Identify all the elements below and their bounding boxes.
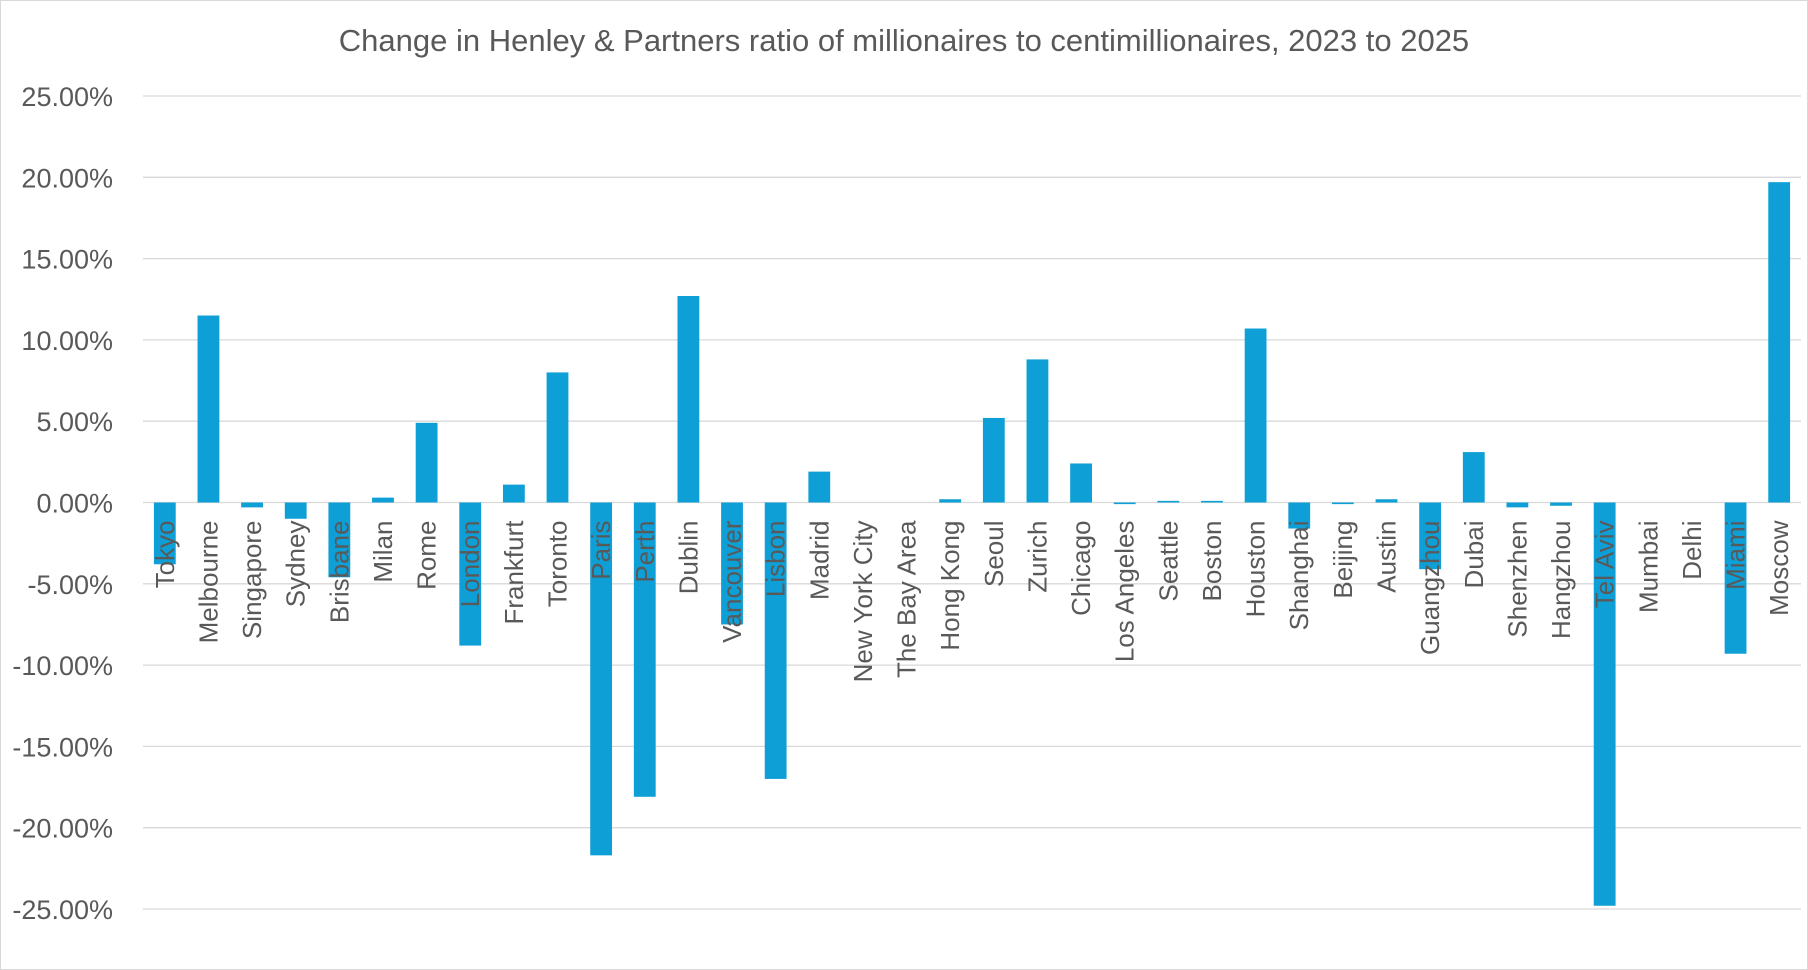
x-tick-label: Seattle xyxy=(1153,521,1183,602)
x-tick-label: Miami xyxy=(1721,521,1751,590)
x-tick-label: New York City xyxy=(848,521,878,683)
x-tick-label: Madrid xyxy=(804,521,834,600)
bar-london xyxy=(459,502,482,646)
x-tick-label: Hangzhou xyxy=(1546,521,1576,640)
bar-miami xyxy=(1724,502,1747,654)
bar-chicago xyxy=(1070,463,1092,503)
bar-brisbane xyxy=(328,502,351,578)
x-tick-label: Paris xyxy=(586,521,616,580)
bar-dubai xyxy=(1462,452,1485,503)
y-tick-label: -15.00% xyxy=(12,732,113,762)
x-tick-label: Boston xyxy=(1197,521,1227,602)
x-tick-label: Austin xyxy=(1372,521,1402,593)
x-tick-label: Los Angeles xyxy=(1110,521,1140,663)
x-tick-label: Zurich xyxy=(1022,521,1052,593)
x-tick-label: Houston xyxy=(1241,521,1271,618)
x-tick-label: Tel Aviv xyxy=(1590,521,1620,609)
x-tick-label: Melbourne xyxy=(193,521,223,644)
x-tick-label: London xyxy=(455,521,485,608)
bar-shenzhen xyxy=(1506,502,1529,508)
bar-paris xyxy=(590,502,613,856)
bar-beijing xyxy=(1331,502,1354,505)
x-axis-category-labels: Tokyo Melbourne Singapore Sydney Brisbane Mil… xyxy=(150,520,1794,683)
bar-shanghai xyxy=(1288,502,1311,529)
chart-title: Change in Henley & Partners ratio of mil… xyxy=(339,23,1469,58)
x-tick-label: Tokyo xyxy=(150,521,180,589)
y-tick-label: -20.00% xyxy=(12,814,113,844)
bar-tokyo xyxy=(153,502,176,565)
bar-guangzhou xyxy=(1419,502,1442,570)
x-tick-label: Shenzhen xyxy=(1502,521,1532,638)
bar-austin xyxy=(1375,499,1398,503)
x-tick-label: Delhi xyxy=(1677,521,1707,580)
x-tick-label: Chicago xyxy=(1066,521,1096,616)
bar-seattle xyxy=(1157,500,1180,503)
y-tick-label: -5.00% xyxy=(27,570,113,600)
y-tick-label: 15.00% xyxy=(21,245,113,275)
y-tick-label: 25.00% xyxy=(21,82,113,112)
x-tick-label: Dubai xyxy=(1459,521,1489,589)
bar-dublin xyxy=(677,295,700,503)
bars xyxy=(153,182,1791,906)
x-tick-label: Mumbai xyxy=(1633,521,1663,613)
y-tick-label: -10.00% xyxy=(12,651,113,681)
bar-vancouver xyxy=(721,502,743,625)
y-tick-label: 5.00% xyxy=(36,407,113,437)
bar-seoul xyxy=(982,417,1005,503)
x-tick-label: Hong Kong xyxy=(935,521,965,651)
x-tick-label: The Bay Area xyxy=(892,520,922,678)
y-tick-label: 20.00% xyxy=(21,163,113,193)
bar-houston xyxy=(1244,328,1267,503)
x-tick-label: Moscow xyxy=(1764,520,1794,616)
y-axis-tick-labels: 25.00% 20.00% 15.00% 10.00% 5.00% 0.00% -5.00%… xyxy=(12,82,113,925)
y-tick-label: -25.00% xyxy=(12,895,113,925)
x-tick-label: Vancouver xyxy=(717,520,747,643)
x-tick-label: Perth xyxy=(630,521,660,583)
x-tick-label: Milan xyxy=(368,521,398,583)
bar-frankfurt xyxy=(502,484,525,503)
bar-tel-aviv xyxy=(1593,502,1616,906)
x-tick-label: Sydney xyxy=(281,521,311,608)
bar-sydney xyxy=(284,502,307,519)
bar-hangzhou xyxy=(1550,502,1572,506)
x-tick-label: Lisbon xyxy=(761,521,791,598)
x-tick-label: Beijing xyxy=(1328,521,1358,599)
bar-rome xyxy=(415,422,438,503)
bar-zurich xyxy=(1026,359,1049,503)
y-tick-label: 0.00% xyxy=(36,489,113,519)
bar-melbourne xyxy=(197,315,220,503)
bar-milan xyxy=(372,497,394,503)
x-tick-label: Singapore xyxy=(237,521,267,640)
x-tick-label: Toronto xyxy=(543,521,573,608)
bar-los-angeles xyxy=(1113,502,1136,505)
bar-singapore xyxy=(241,502,263,508)
bar-hong-kong xyxy=(939,499,962,503)
bar-perth xyxy=(633,502,656,797)
x-tick-label: Shanghai xyxy=(1284,521,1314,631)
x-tick-label: Seoul xyxy=(979,521,1009,588)
x-tick-label: Dublin xyxy=(673,521,703,595)
y-tick-label: 10.00% xyxy=(21,326,113,356)
bar-toronto xyxy=(546,372,569,503)
bar-lisbon xyxy=(764,502,787,779)
x-tick-label: Rome xyxy=(412,521,442,590)
bar-boston xyxy=(1201,500,1223,503)
bar-moscow xyxy=(1768,182,1791,503)
x-tick-label: Frankfurt xyxy=(499,520,529,625)
x-tick-label: Brisbane xyxy=(324,521,354,624)
bar-madrid xyxy=(808,471,831,503)
x-tick-label: Guangzhou xyxy=(1415,521,1445,655)
